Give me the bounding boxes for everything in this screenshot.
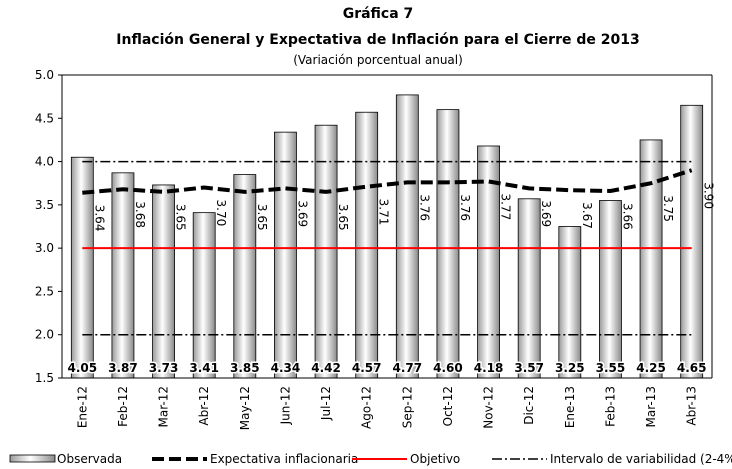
bar-value-label: 3.55 — [596, 361, 626, 375]
line-value-label: 3.65 — [336, 204, 350, 231]
legend-label: Objetivo — [410, 452, 460, 466]
chart-title: Gráfica 7 — [343, 6, 414, 22]
x-tick-label: Sep-12 — [400, 386, 414, 428]
bar — [517, 198, 541, 379]
x-tick-label: Ene-12 — [75, 386, 89, 428]
x-tick-label: Ago-12 — [360, 386, 374, 429]
line-value-label: 3.65 — [255, 204, 269, 231]
bar — [558, 226, 582, 379]
bar — [436, 109, 460, 379]
expectation-line — [82, 168, 693, 195]
x-tick-label: Mar-12 — [157, 386, 171, 427]
bar — [152, 184, 175, 379]
line-value-label: 3.76 — [417, 194, 431, 221]
x-tick-label: Ene-13 — [563, 386, 577, 428]
bar-value-label: 4.65 — [677, 361, 707, 375]
chart-subtitle: Inflación General y Expectativa de Infla… — [116, 32, 639, 48]
bar-value-label: 4.42 — [311, 361, 341, 375]
bar-value-label: 3.41 — [189, 361, 219, 375]
bar-value-label: 4.57 — [352, 361, 382, 375]
bar — [192, 212, 216, 379]
legend-label: Intervalo de variabilidad (2-4%) — [550, 452, 732, 466]
line-value-label: 3.69 — [539, 200, 553, 227]
x-tick-label: Mar-13 — [644, 386, 658, 427]
line-value-label: 3.65 — [174, 204, 188, 231]
bar-value-label: 4.25 — [636, 361, 666, 375]
y-tick-label: 3.0 — [35, 241, 54, 255]
x-tick-label: Feb-12 — [116, 386, 130, 427]
bar-value-label: 3.87 — [108, 361, 138, 375]
x-tick-label: Abr-13 — [685, 386, 699, 426]
line-value-label: 3.68 — [133, 201, 147, 228]
line-value-label: 3.64 — [92, 205, 106, 232]
x-tick-label: Jul-12 — [319, 386, 333, 421]
legend-swatch — [9, 454, 56, 463]
bar-value-label: 3.57 — [514, 361, 544, 375]
bar-value-label: 4.18 — [474, 361, 504, 375]
bar-value-label: 4.77 — [393, 361, 423, 375]
y-tick-label: 4.5 — [35, 111, 54, 125]
bar-value-label: 3.85 — [230, 361, 260, 375]
bar-value-label: 4.60 — [433, 361, 463, 375]
x-tick-label: Abr-12 — [197, 386, 211, 426]
line-value-label: 3.66 — [620, 203, 634, 230]
x-tick-label: May-12 — [238, 386, 252, 430]
bar — [680, 104, 704, 379]
y-tick-label: 3.5 — [35, 198, 54, 212]
line-value-label: 3.71 — [377, 199, 391, 226]
legend-label: Observada — [57, 452, 122, 466]
line-value-label: 3.90 — [702, 182, 716, 209]
line-value-label: 3.70 — [214, 200, 228, 227]
bar-value-label: 4.34 — [271, 361, 301, 375]
bar — [355, 111, 379, 379]
bar-value-label: 3.25 — [555, 361, 585, 375]
x-tick-label: Nov-12 — [482, 386, 496, 429]
y-tick-label: 2.0 — [35, 328, 54, 342]
bar — [395, 94, 419, 379]
y-tick-label: 1.5 — [35, 371, 54, 385]
line-value-label: 3.77 — [499, 193, 513, 220]
bar — [314, 124, 338, 379]
y-tick-label: 4.0 — [35, 155, 54, 169]
y-tick-label: 5.0 — [35, 68, 54, 82]
x-tick-label: Dic-12 — [522, 386, 536, 425]
x-tick-label: Oct-12 — [441, 386, 455, 426]
y-tick-label: 2.5 — [35, 284, 54, 298]
bar — [274, 131, 297, 379]
bar — [233, 174, 257, 379]
bar — [639, 139, 663, 379]
chart-caption: (Variación porcentual anual) — [293, 53, 463, 67]
legend-label: Expectativa inflacionaria — [210, 452, 358, 466]
bar-value-label: 3.73 — [149, 361, 179, 375]
x-tick-label: Jun-12 — [278, 386, 292, 425]
bar — [599, 200, 622, 379]
line-value-label: 3.69 — [295, 200, 309, 227]
line-value-label: 3.75 — [661, 195, 675, 222]
line-value-label: 3.67 — [580, 202, 594, 229]
bar-value-label: 4.05 — [68, 361, 98, 375]
bar — [111, 172, 135, 379]
line-value-label: 3.76 — [458, 194, 472, 221]
x-tick-label: Feb-13 — [603, 386, 617, 427]
